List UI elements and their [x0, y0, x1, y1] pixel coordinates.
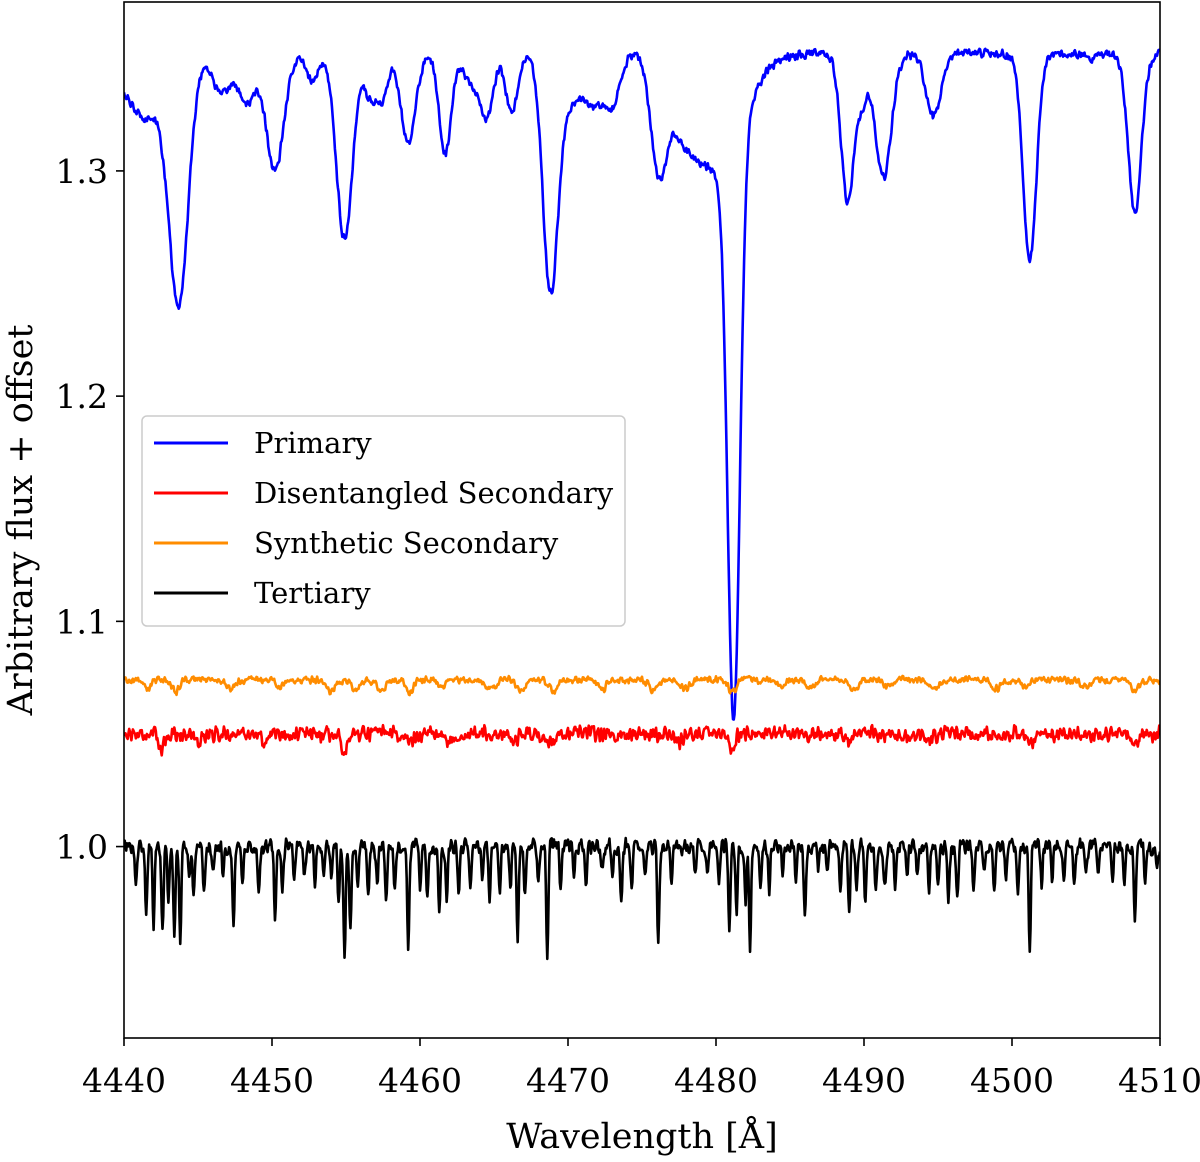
x-tick-label: 4440: [82, 1061, 166, 1100]
x-tick-label: 4450: [230, 1061, 314, 1100]
x-tick-label: 4510: [1118, 1061, 1200, 1100]
x-tick-label: 4490: [822, 1061, 906, 1100]
y-tick-label: 1.3: [56, 152, 108, 191]
y-axis-label: Arbitrary flux + offset: [1, 325, 41, 717]
series-line-tertiary: [124, 836, 1160, 961]
x-tick-label: 4470: [526, 1061, 610, 1100]
legend-label-primary: Primary: [254, 426, 372, 460]
legend-label-disentangled-secondary: Disentangled Secondary: [254, 476, 614, 510]
x-tick-label: 4480: [674, 1061, 758, 1100]
x-tick-label: 4500: [970, 1061, 1054, 1100]
legend-box: [141, 415, 626, 627]
x-axis: 4440 4450 4460 4470 4480 4490 4500 4510: [82, 1038, 1200, 1100]
y-tick-label: 1.0: [56, 828, 108, 867]
legend: Primary Disentangled Secondary Synthetic…: [141, 415, 626, 627]
series-line-disentangled-secondary: [124, 723, 1160, 757]
y-axis: 1.0 1.1 1.2 1.3: [56, 152, 124, 867]
y-tick-label: 1.2: [56, 377, 108, 416]
x-axis-label: Wavelength [Å]: [506, 1114, 777, 1157]
series-line-synthetic-secondary: [124, 674, 1160, 697]
series-line-primary: [124, 47, 1160, 721]
plot-frame: [123, 1, 1161, 1039]
series-layer: [124, 47, 1160, 961]
y-tick-label: 1.1: [56, 602, 108, 641]
x-tick-label: 4460: [378, 1061, 462, 1100]
legend-label-tertiary: Tertiary: [254, 576, 371, 610]
legend-label-synthetic-secondary: Synthetic Secondary: [254, 526, 559, 560]
